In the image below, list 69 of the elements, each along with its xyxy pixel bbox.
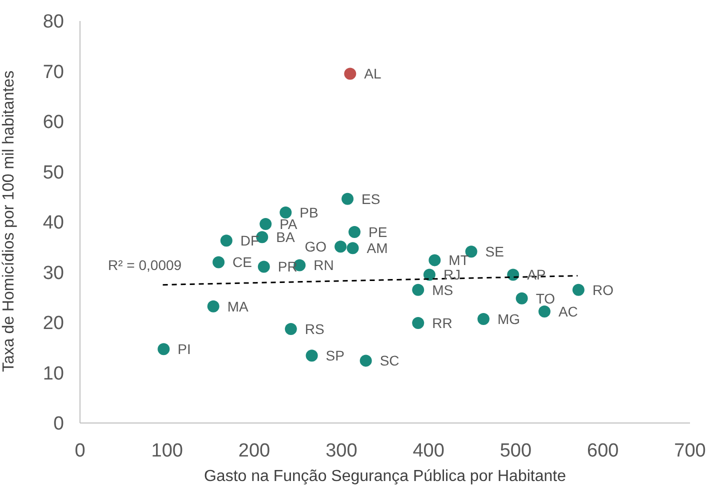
point xyxy=(412,284,424,296)
point xyxy=(572,284,584,296)
point xyxy=(258,260,270,273)
annotation: PI xyxy=(178,341,191,358)
y-tick-label: 60 xyxy=(42,112,64,134)
annotation: SC xyxy=(380,352,400,369)
annotation: GO xyxy=(304,238,327,255)
y-tick-label: 40 xyxy=(42,212,64,234)
point xyxy=(348,226,360,238)
point xyxy=(212,256,225,268)
x-tick-label: 100 xyxy=(151,440,183,462)
point xyxy=(344,68,356,80)
point xyxy=(516,292,528,304)
annotation: RJ xyxy=(443,266,461,283)
annotation: AM xyxy=(366,240,388,256)
point xyxy=(507,268,520,281)
x-axis-title: Gasto na Função Segurança Pública por Habitante xyxy=(204,468,566,485)
point xyxy=(284,323,297,336)
annotation: RS xyxy=(304,321,324,338)
point xyxy=(346,242,359,254)
y-tick-label: 0 xyxy=(53,414,64,435)
annotation: MT xyxy=(448,252,470,268)
point xyxy=(477,312,490,325)
point xyxy=(428,254,441,266)
point xyxy=(260,218,272,230)
annotation: AC xyxy=(558,303,578,320)
point xyxy=(538,305,550,318)
annotation: PA xyxy=(280,216,298,232)
annotation: MG xyxy=(497,310,520,327)
point xyxy=(412,317,424,330)
point xyxy=(207,300,220,312)
point xyxy=(423,268,436,281)
point xyxy=(306,350,318,362)
annotation: CE xyxy=(232,254,252,270)
x-tick-label: 400 xyxy=(412,440,444,462)
annotation: TO xyxy=(536,290,556,306)
y-tick-label: 80 xyxy=(42,12,64,33)
annotation: MS xyxy=(432,282,454,298)
annotation: R² = 0,0009 xyxy=(108,257,182,273)
point xyxy=(220,234,232,247)
y-axis-title: Taxa de Homicídios por 100 mil habitantes xyxy=(0,70,18,372)
annotation: PE xyxy=(368,224,388,240)
y-tick-label: 20 xyxy=(42,313,64,334)
x-tick-label: 700 xyxy=(674,440,706,462)
point xyxy=(342,192,354,205)
annotation: RN xyxy=(314,257,334,274)
annotation: DF xyxy=(240,232,260,249)
y-tick-label: 70 xyxy=(42,62,64,83)
annotation: PB xyxy=(300,204,318,220)
point xyxy=(360,354,372,367)
point xyxy=(334,240,347,253)
point xyxy=(280,206,292,218)
y-tick-label: 10 xyxy=(42,363,64,384)
y-tick-label: 50 xyxy=(42,162,64,184)
annotation: RO xyxy=(592,282,614,298)
y-tick-label: 30 xyxy=(42,262,64,284)
annotation: RR xyxy=(432,314,452,331)
point xyxy=(158,343,170,356)
annotation: MA xyxy=(227,298,249,314)
x-tick-label: 600 xyxy=(587,440,619,462)
annotation: AL xyxy=(364,66,382,82)
x-tick-label: 500 xyxy=(500,440,532,462)
annotation: BA xyxy=(276,229,296,246)
annotation: SP xyxy=(326,348,344,364)
annotation: SE xyxy=(485,244,504,260)
x-tick-label: 200 xyxy=(238,440,270,462)
x-tick-label: 300 xyxy=(326,440,358,462)
x-tick-label: 0 xyxy=(74,440,86,462)
annotation: ES xyxy=(362,190,380,207)
